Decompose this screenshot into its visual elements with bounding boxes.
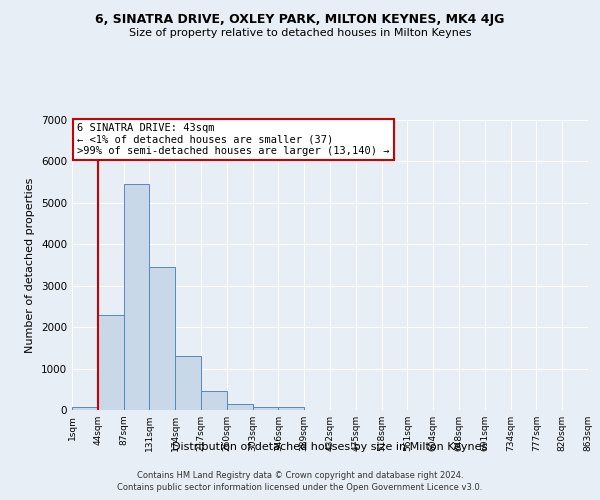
Bar	[149, 267, 175, 410]
Bar	[72, 407, 98, 410]
Text: Contains HM Land Registry data © Crown copyright and database right 2024.: Contains HM Land Registry data © Crown c…	[137, 471, 463, 480]
Bar	[175, 356, 201, 410]
Text: 6, SINATRA DRIVE, OXLEY PARK, MILTON KEYNES, MK4 4JG: 6, SINATRA DRIVE, OXLEY PARK, MILTON KEY…	[95, 12, 505, 26]
Bar	[201, 391, 227, 410]
Y-axis label: Number of detached properties: Number of detached properties	[25, 178, 35, 352]
Bar	[253, 407, 278, 410]
Bar	[227, 404, 253, 410]
Text: 6 SINATRA DRIVE: 43sqm
← <1% of detached houses are smaller (37)
>99% of semi-de: 6 SINATRA DRIVE: 43sqm ← <1% of detached…	[77, 123, 389, 156]
Text: Contains public sector information licensed under the Open Government Licence v3: Contains public sector information licen…	[118, 484, 482, 492]
Bar	[98, 314, 124, 410]
Text: Distribution of detached houses by size in Milton Keynes: Distribution of detached houses by size …	[172, 442, 488, 452]
Text: Size of property relative to detached houses in Milton Keynes: Size of property relative to detached ho…	[129, 28, 471, 38]
Bar	[278, 408, 304, 410]
Bar	[124, 184, 149, 410]
